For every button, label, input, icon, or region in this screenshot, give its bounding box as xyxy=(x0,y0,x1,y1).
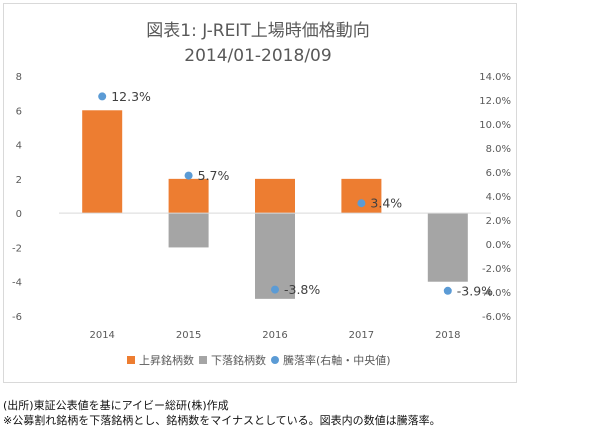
data-label: 5.7% xyxy=(198,168,230,183)
legend-swatch xyxy=(271,356,279,364)
up-bar-2014 xyxy=(82,110,123,214)
x-tick-label: 2018 xyxy=(435,330,460,341)
down-bar-2018 xyxy=(427,213,468,282)
change-rate-point-2016 xyxy=(271,285,279,294)
notes: (出所)東証公表値を基にアイビー総研(株)作成 ※公募割れ銘柄を下落銘柄とし、銘… xyxy=(3,398,597,428)
points: 12.3% 5.7% -3.8% 3.4% -3.9% xyxy=(98,89,493,298)
legend-label: 騰落率(右軸・中央値) xyxy=(283,353,391,367)
left-tick-label: 4 xyxy=(16,141,22,152)
left-tick-label: -4 xyxy=(12,278,22,289)
right-tick-label: 10.0% xyxy=(479,120,511,131)
data-label: 3.4% xyxy=(370,196,402,211)
left-tick-label: 8 xyxy=(16,72,22,83)
up-bar-2016 xyxy=(255,178,295,214)
change-rate-point-2018 xyxy=(443,286,452,295)
x-tick-label: 2014 xyxy=(89,330,114,341)
left-tick-label: 6 xyxy=(16,106,22,117)
left-tick-label: 0 xyxy=(16,209,22,220)
legend-label: 上昇銘柄数 xyxy=(139,353,194,367)
right-tick-label: 2.0% xyxy=(486,216,511,227)
up-bar-2017 xyxy=(341,178,382,214)
right-tick-label: 4.0% xyxy=(486,192,511,203)
right-tick-label: 0.0% xyxy=(486,240,511,251)
source-note: (出所)東証公表値を基にアイビー総研(株)作成 xyxy=(3,399,229,412)
chart-subtitle: 2014/01-2018/09 xyxy=(184,46,331,66)
left-axis: 8 6 4 2 0 -2 -4 -6 xyxy=(12,72,22,323)
legend-label: 下落銘柄数 xyxy=(211,353,266,367)
footnote: ※公募割れ銘柄を下落銘柄とし、銘柄数をマイナスとしている。図表内の数値は騰落率。 xyxy=(3,414,441,427)
right-tick-label: 12.0% xyxy=(479,96,511,107)
right-tick-label: -4.0% xyxy=(482,288,511,299)
change-rate-point-2017 xyxy=(357,199,366,208)
data-label: 12.3% xyxy=(111,89,151,104)
chart: 図表1: J-REIT上場時価格動向 2014/01-2018/09 86420… xyxy=(12,21,511,367)
right-tick-label: 14.0% xyxy=(479,72,511,83)
x-tick-label: 2017 xyxy=(349,330,374,341)
left-tick-label: -2 xyxy=(12,243,22,254)
down-bar-2015 xyxy=(168,213,209,248)
right-tick-label: -6.0% xyxy=(482,312,511,323)
legend-swatch xyxy=(127,356,135,364)
left-tick-label: 2 xyxy=(16,175,22,186)
data-label: -3.8% xyxy=(284,282,320,297)
data-label: -3.9% xyxy=(457,283,493,298)
left-tick-label: -6 xyxy=(12,312,22,323)
change-rate-point-2014 xyxy=(98,92,107,101)
legend-swatch xyxy=(199,356,207,364)
change-rate-point-2015 xyxy=(184,171,193,180)
up-bar-2015 xyxy=(168,178,209,214)
x-tick-label: 2015 xyxy=(176,330,201,341)
right-tick-label: -2.0% xyxy=(482,264,511,275)
legend: 上昇銘柄数 下落銘柄数 騰落率(右軸・中央値) xyxy=(127,353,391,367)
bars xyxy=(82,110,468,299)
chart-title: 図表1: J-REIT上場時価格動向 xyxy=(146,21,369,41)
right-axis: 14.0% 12.0% 10.0% 8.0% 6.0% 4.0% 2.0% 0.0% -2.0%… xyxy=(479,72,511,323)
x-tick-label: 2016 xyxy=(262,330,287,341)
right-tick-label: 8.0% xyxy=(486,144,511,155)
x-axis: 2014 2015 2016 2017 2018 xyxy=(89,330,460,341)
right-tick-label: 6.0% xyxy=(486,168,511,179)
down-bar-2016 xyxy=(255,213,295,299)
